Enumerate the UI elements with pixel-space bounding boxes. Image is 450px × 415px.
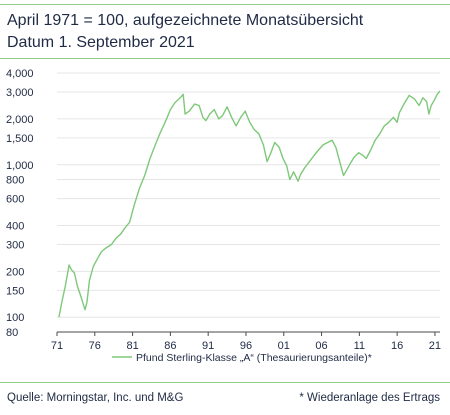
y-tick-label: 600 bbox=[6, 194, 24, 206]
chart-subtitle: Datum 1. September 2021 bbox=[7, 34, 195, 51]
chart-title: April 1971 = 100, aufgezeichnete Monatsü… bbox=[7, 12, 364, 29]
y-tick-label: 1,000 bbox=[6, 160, 34, 172]
x-tick-label: 81 bbox=[126, 340, 138, 352]
series-group bbox=[58, 90, 441, 318]
header-divider bbox=[0, 58, 450, 59]
y-tick-label: 2,000 bbox=[6, 114, 34, 126]
y-tick-label: 300 bbox=[6, 239, 24, 251]
line-chart: 4,000 3,000 2,000 1,500 1,000 800 600 400 300 200… bbox=[6, 68, 441, 364]
y-tick-label: 3,000 bbox=[6, 87, 34, 99]
x-tick-label: 21 bbox=[429, 340, 441, 352]
y-tick-label: 150 bbox=[6, 285, 24, 297]
y-axis: 4,000 3,000 2,000 1,500 1,000 800 600 400 300 200… bbox=[6, 68, 34, 339]
footnote: * Wiederanlage des Ertrags bbox=[299, 392, 440, 404]
y-tick-label: 4,000 bbox=[6, 68, 34, 80]
legend: Pfund Sterling-Klasse „A“ (Thesaurierung… bbox=[112, 352, 372, 364]
x-tick-label: 01 bbox=[278, 340, 290, 352]
x-tick-label: 11 bbox=[354, 340, 365, 352]
x-tick-label: 96 bbox=[240, 340, 252, 352]
x-tick-label: 86 bbox=[164, 340, 176, 352]
y-tick-label: 800 bbox=[6, 175, 24, 187]
footer-divider bbox=[0, 382, 450, 383]
top-rule bbox=[0, 4, 450, 5]
x-tick-label: 06 bbox=[315, 340, 327, 352]
y-tick-label: 100 bbox=[6, 312, 24, 324]
x-tick-label: 91 bbox=[202, 340, 214, 352]
x-tick-label: 76 bbox=[89, 340, 101, 352]
x-tick-label: 16 bbox=[391, 340, 403, 352]
y-tick-label: 200 bbox=[6, 266, 24, 278]
legend-label: Pfund Sterling-Klasse „A“ (Thesaurierung… bbox=[136, 352, 372, 364]
grid-lines bbox=[57, 72, 440, 333]
x-tick-label: 71 bbox=[51, 340, 63, 352]
x-axis: 71 76 81 86 91 96 01 06 11 16 21 bbox=[51, 331, 441, 352]
y-tick-label: 1,500 bbox=[6, 133, 34, 145]
y-tick-label: 80 bbox=[6, 327, 18, 339]
source-note: Quelle: Morningstar, Inc. und M&G bbox=[7, 392, 184, 404]
series-line bbox=[58, 90, 441, 318]
y-tick-label: 400 bbox=[6, 220, 24, 232]
